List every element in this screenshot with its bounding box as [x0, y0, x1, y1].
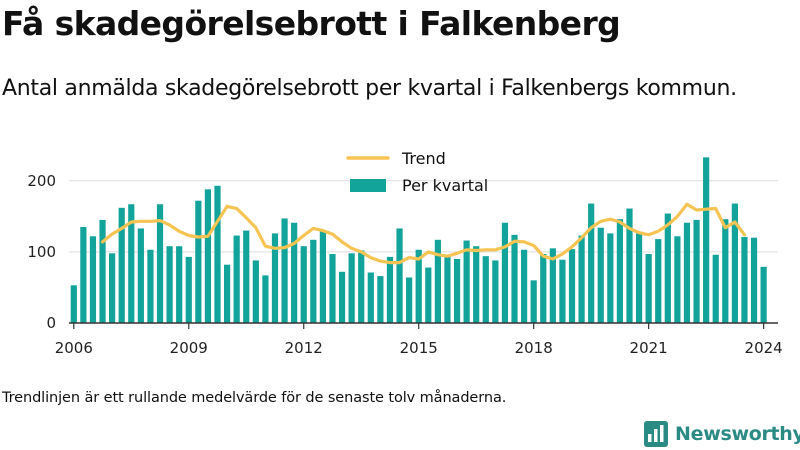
bar: [262, 275, 269, 323]
axes: 2006 2009 2012 2015 2018 2021 2024 0 100 200: [27, 172, 782, 357]
bar: [760, 266, 767, 323]
brand-name: Newsworthy: [675, 423, 800, 445]
bar: [367, 272, 374, 323]
bar: [530, 280, 537, 323]
bar: [635, 233, 643, 323]
bar: [750, 237, 758, 323]
bar: [559, 259, 566, 323]
bar: [626, 208, 633, 323]
bar-chart-logo-icon: [644, 421, 668, 447]
bar: [731, 203, 738, 323]
bar: [252, 260, 259, 323]
x-tick-label: 2015: [400, 339, 438, 357]
bar: [195, 200, 202, 323]
bar: [310, 239, 317, 323]
x-tick-label: 2006: [55, 339, 93, 357]
bar: [722, 219, 729, 323]
bar: [147, 249, 154, 323]
bar: [597, 227, 604, 323]
legend-label-bars: Per kvartal: [402, 176, 488, 195]
bar: [741, 236, 748, 323]
bar: [482, 256, 489, 323]
bar: [568, 249, 576, 323]
bar: [463, 240, 470, 323]
bar: [223, 264, 231, 323]
chart-title: Få skadegörelsebrott i Falkenberg: [2, 4, 621, 43]
bar: [137, 228, 144, 323]
bar: [377, 276, 384, 323]
y-tick-label: 0: [46, 314, 56, 332]
bar: [616, 219, 624, 323]
bar: [655, 239, 662, 323]
bar: [300, 246, 307, 323]
bar: [118, 207, 125, 323]
y-tick-label: 200: [27, 172, 56, 190]
legend: Trend Per kvartal: [346, 149, 488, 195]
bar: [693, 219, 700, 323]
bar: [549, 248, 556, 323]
trend-series: [100, 202, 747, 265]
bar: [338, 271, 346, 323]
bar-series: [70, 157, 767, 323]
bar: [156, 204, 164, 323]
brand-logo: Newsworthy: [644, 420, 800, 448]
bar: [453, 259, 461, 323]
x-tick-label: 2012: [285, 339, 323, 357]
bar: [204, 189, 212, 323]
bar: [128, 204, 135, 323]
bar: [473, 246, 480, 323]
bar: [712, 254, 719, 323]
bar: [386, 256, 394, 323]
bar: [348, 253, 355, 323]
x-tick-label: 2021: [630, 339, 668, 357]
bar: [89, 236, 97, 323]
bar: [645, 254, 652, 323]
bar: [176, 246, 183, 323]
bar: [664, 213, 671, 323]
bar: [492, 260, 499, 323]
bar: [425, 267, 432, 323]
bar: [185, 256, 192, 323]
bar: [358, 250, 365, 323]
bar: [396, 228, 403, 323]
bar: [501, 222, 509, 323]
y-tick-label: 100: [27, 243, 56, 261]
bar: [70, 285, 77, 323]
bar: [415, 249, 422, 323]
bar: [243, 230, 250, 323]
bar: [588, 203, 595, 323]
bar: [109, 253, 116, 323]
x-tick-label: 2018: [515, 339, 553, 357]
bar: [674, 236, 681, 323]
bar: [521, 249, 528, 323]
chart-area: 2006 2009 2012 2015 2018 2021 2024 0 100 200 Tren…: [27, 149, 782, 357]
legend-swatch-bars: [350, 179, 386, 192]
bar: [166, 246, 173, 323]
bar: [233, 235, 240, 323]
bar: [214, 185, 221, 323]
bar: [607, 233, 614, 323]
bar: [80, 227, 87, 323]
bar: [540, 254, 547, 323]
trend-line: [100, 202, 747, 265]
bar: [444, 256, 451, 323]
bar: [291, 222, 298, 323]
x-tick-label: 2024: [745, 339, 783, 357]
bar: [406, 277, 413, 323]
chart-subtitle: Antal anmälda skadegörelsebrott per kvar…: [2, 76, 737, 101]
bar: [703, 157, 710, 323]
bar: [434, 239, 441, 323]
bar: [683, 222, 691, 323]
bar: [578, 235, 585, 323]
x-tick-label: 2009: [170, 339, 208, 357]
bar: [271, 233, 279, 323]
footnote: Trendlinjen är ett rullande medelvärde f…: [2, 390, 507, 406]
bar: [281, 218, 288, 323]
bar: [99, 219, 106, 323]
bar: [329, 254, 336, 323]
bar: [511, 234, 518, 323]
legend-label-trend: Trend: [401, 149, 446, 168]
bar: [319, 230, 326, 323]
